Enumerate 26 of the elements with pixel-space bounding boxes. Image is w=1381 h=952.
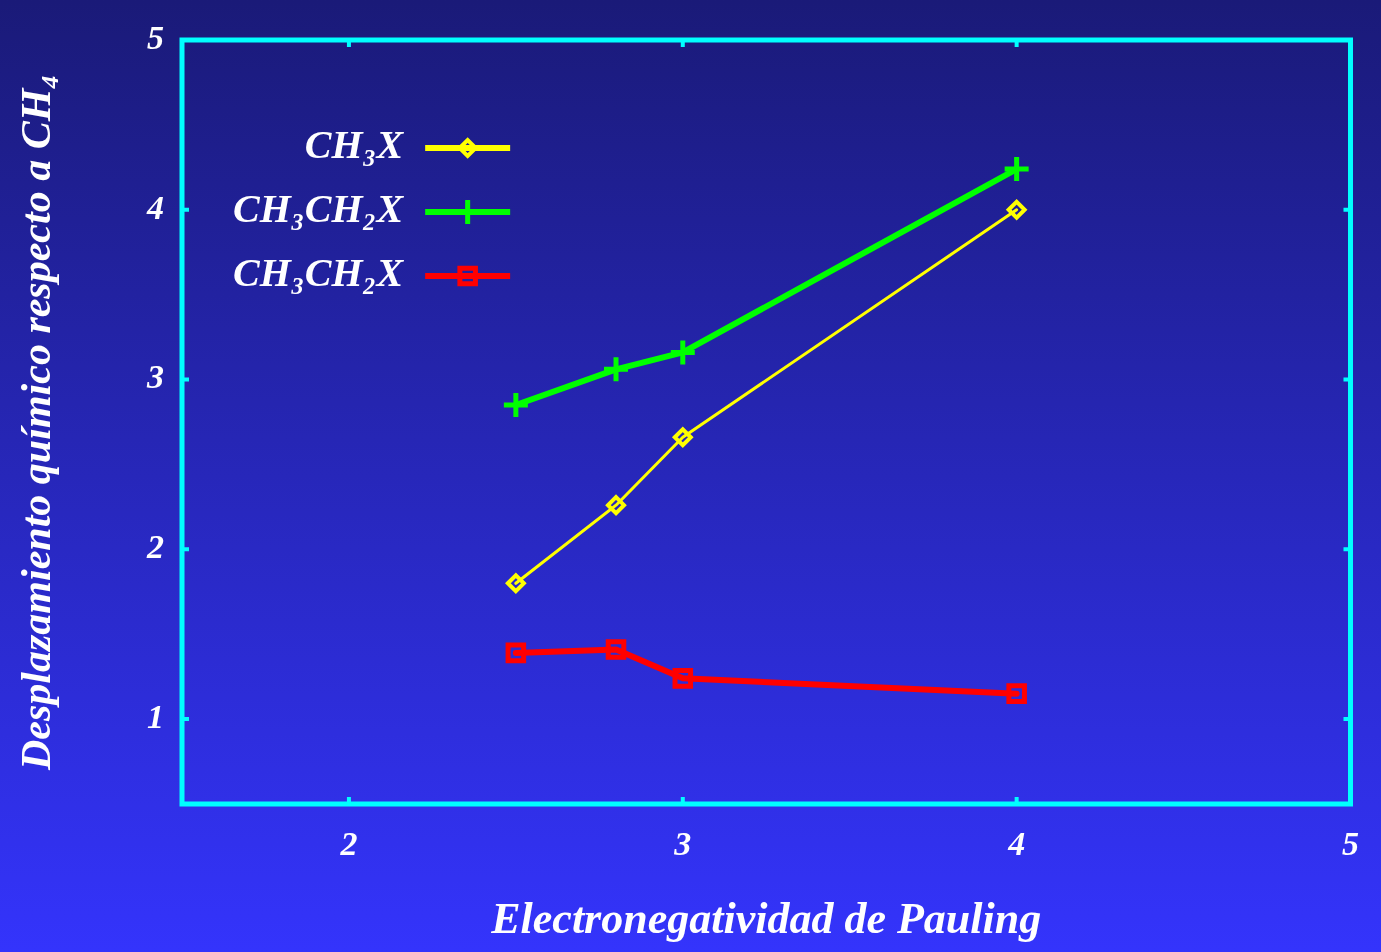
- point: [503, 393, 528, 418]
- point: [505, 642, 527, 664]
- x-tick-label: 5: [1342, 825, 1359, 863]
- point: [604, 357, 629, 382]
- x-tick-label: 2: [339, 825, 358, 863]
- point: [505, 573, 526, 594]
- point: [672, 668, 694, 689]
- point: [605, 639, 627, 660]
- legend-label: CH₃CH₂X: [233, 250, 405, 296]
- point: [1004, 157, 1029, 182]
- point: [606, 495, 627, 516]
- y-tick-label: 1: [147, 697, 164, 735]
- legend-label: CH₃X: [304, 122, 405, 168]
- point: [1006, 683, 1027, 704]
- x-tick-label: 4: [1007, 825, 1026, 863]
- point: [670, 340, 695, 365]
- y-tick-label: 4: [146, 188, 164, 226]
- y-tick-label: 3: [146, 358, 164, 396]
- legend-label: CH₃CH₂X: [233, 186, 405, 232]
- x-tick-label: 3: [673, 825, 692, 863]
- y-tick-label: 2: [146, 528, 164, 566]
- x-axis-title: Electronegatividad de Pauling: [490, 893, 1042, 943]
- y-axis-title: Desplazamiento químico respecto a CH₄: [13, 74, 60, 771]
- y-tick-label: 5: [147, 18, 164, 56]
- point: [1006, 199, 1027, 220]
- point: [672, 427, 693, 448]
